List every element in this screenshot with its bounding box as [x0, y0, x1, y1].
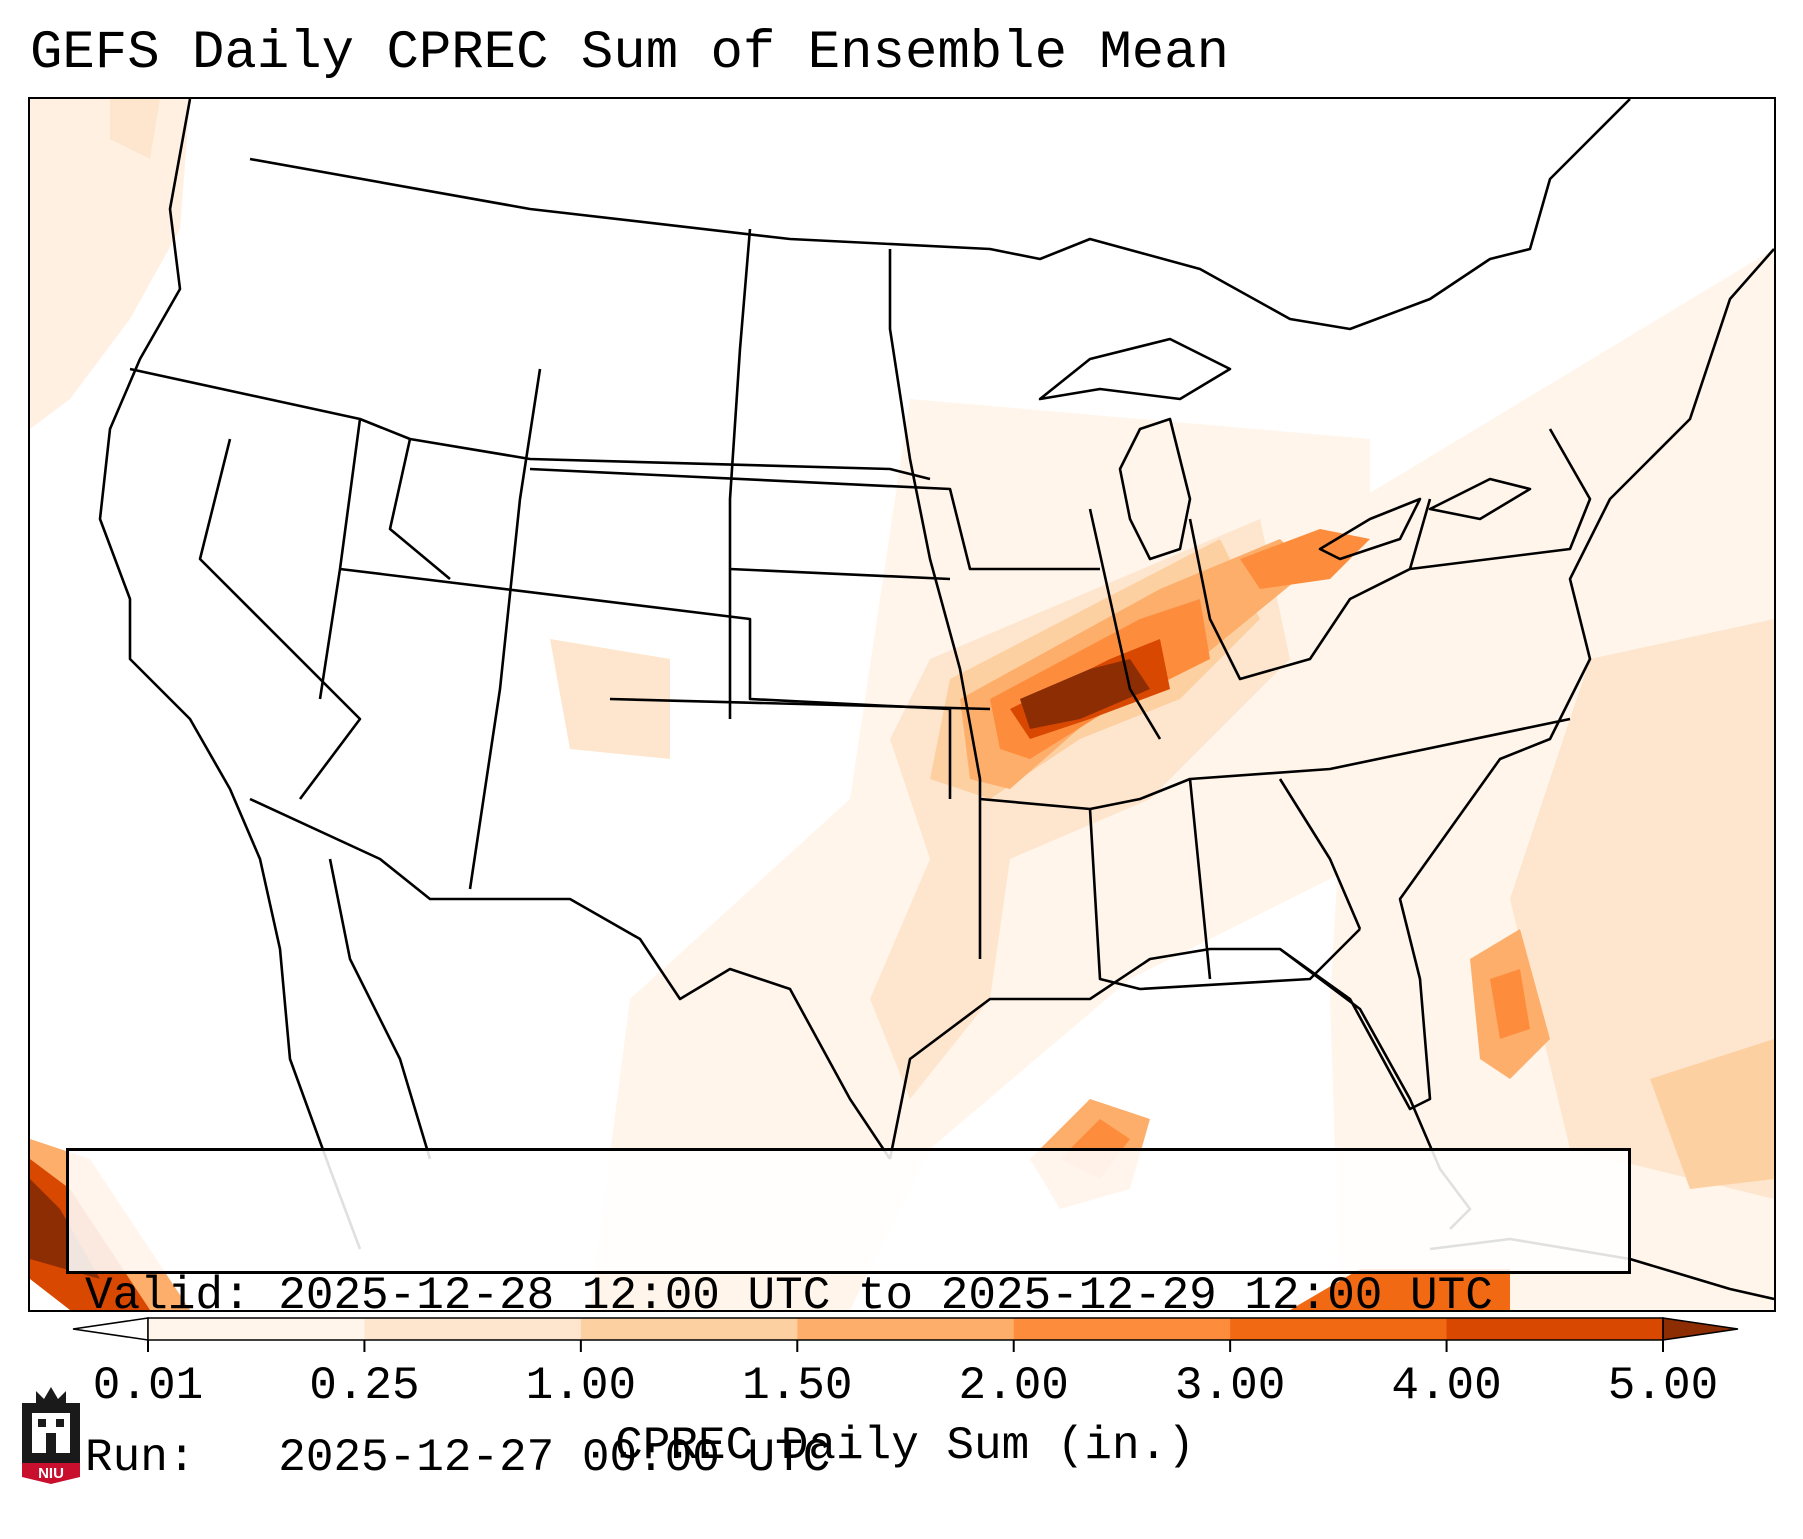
colorbar-tick-label: 0.01 — [92, 1360, 204, 1412]
colorbar-segment — [148, 1318, 365, 1340]
state-line — [1188, 778, 1212, 980]
logo-door — [46, 1433, 56, 1453]
logo-text: NIU — [38, 1465, 64, 1482]
colorbar-tick-label: 1.00 — [525, 1360, 637, 1412]
precip-map — [30, 99, 1774, 1310]
colorbar-segment — [364, 1318, 582, 1340]
colorbar-extend-high — [1662, 1317, 1739, 1341]
colorbar-segment — [797, 1318, 1015, 1340]
precip-cell — [1240, 529, 1370, 589]
state-line — [979, 717, 1571, 811]
precip-cell — [1490, 969, 1530, 1039]
state-line — [1088, 508, 1162, 740]
logo-window — [56, 1419, 64, 1427]
colorbar-tick-label: 4.00 — [1391, 1360, 1502, 1412]
logo-window — [38, 1419, 46, 1427]
state-line — [609, 697, 991, 711]
border-canada — [249, 99, 1631, 331]
coastline-west — [98, 99, 362, 1250]
border-mexico — [249, 797, 892, 1160]
colorbar-outline — [147, 1317, 1664, 1341]
colorbar-segment — [1230, 1318, 1448, 1340]
colorbar-ticks — [147, 1340, 1664, 1352]
colorbar-tick-label: 5.00 — [1607, 1360, 1719, 1412]
lake-erie — [1318, 497, 1422, 561]
state-line — [468, 368, 542, 890]
state-line — [729, 567, 951, 581]
state-line — [529, 467, 1100, 571]
precip-cell — [1290, 1269, 1510, 1310]
precip-shading — [30, 99, 1774, 1310]
state-line — [339, 567, 952, 799]
lake-ontario — [1428, 477, 1532, 521]
state-line — [129, 367, 931, 481]
baja-coast — [328, 858, 432, 1160]
valid-run-info-box: Valid: 2025-12-28 12:00 UTC to 2025-12-2… — [66, 1148, 1631, 1484]
state-line — [198, 438, 362, 800]
colorbar-segment — [580, 1318, 798, 1340]
colorbar-tick-label: 3.00 — [1174, 1360, 1286, 1412]
valid-time-text: Valid: 2025-12-28 12:00 UTC to 2025-12-2… — [85, 1270, 1493, 1322]
state-line — [1409, 428, 1592, 571]
boundary-lines — [98, 99, 1774, 1301]
colorbar — [72, 1317, 1739, 1352]
precip-cell — [1020, 659, 1150, 729]
colorbar-extend-low — [72, 1317, 149, 1341]
precip-cell — [1510, 619, 1774, 1199]
colorbar-tick-label: 0.25 — [309, 1360, 420, 1412]
lake-superior — [1038, 337, 1232, 401]
colorbar-segments — [72, 1317, 1739, 1341]
colorbar-tick-label: 2.00 — [958, 1360, 1069, 1412]
map-frame — [28, 97, 1776, 1312]
colorbar-segment — [1013, 1318, 1231, 1340]
precip-cell — [30, 99, 190, 429]
logo-banner — [22, 1463, 80, 1484]
colorbar-label: CPREC Daily Sum (in.) — [615, 1420, 1195, 1472]
coastline-gulf — [888, 248, 1774, 1160]
precip-cell — [1650, 1039, 1774, 1189]
precip-cell — [110, 99, 160, 159]
niu-logo: NIU — [22, 1387, 80, 1484]
state-line — [728, 228, 752, 719]
map-title: GEFS Daily CPREC Sum of Ensemble Mean — [30, 23, 1229, 84]
lake-michigan — [1118, 417, 1192, 561]
state-line — [1278, 778, 1362, 930]
state-line — [388, 438, 451, 580]
colorbar-segment — [1446, 1318, 1664, 1340]
state-line — [1088, 808, 1361, 991]
run-time-text: Run: 2025-12-27 00:00 UTC — [85, 1432, 831, 1484]
state-line — [888, 249, 982, 959]
colorbar-tick-label: 1.50 — [742, 1360, 853, 1412]
